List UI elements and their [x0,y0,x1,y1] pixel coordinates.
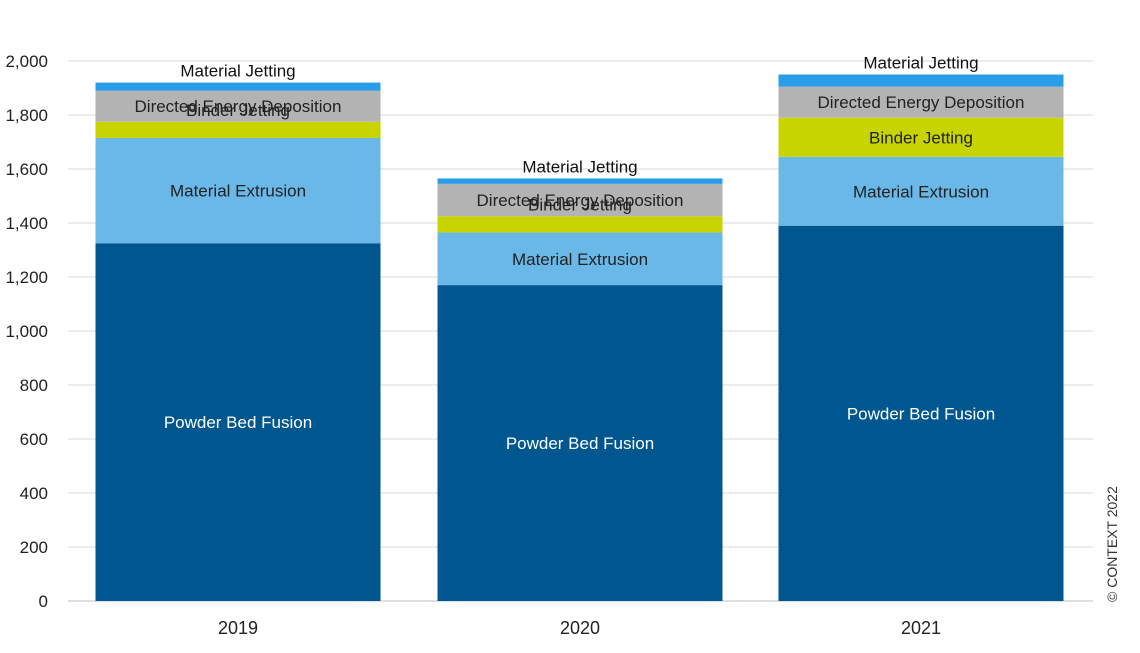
x-tick-label: 2021 [901,618,941,638]
bar-segment [95,121,381,138]
y-tick-label: 200 [20,538,48,557]
bar-segment [778,156,1064,226]
copyright-notice: © CONTEXT 2022 [1104,486,1120,602]
bar-segment [778,225,1064,601]
segment-label: Binder Jetting [869,128,973,147]
y-tick-label: 1,200 [5,268,48,287]
y-tick-label: 600 [20,430,48,449]
segment-label: Material Extrusion [170,182,306,201]
bar-segment [437,183,723,217]
y-tick-label: 800 [20,376,48,395]
x-tick-label: 2019 [218,618,258,638]
x-tick-label: 2020 [560,618,600,638]
segment-label: Binder Jetting [528,195,632,214]
y-tick-label: 1,000 [5,322,48,341]
bar-segment [437,285,723,601]
segment-label: Powder Bed Fusion [164,413,312,432]
segment-label: Material Jetting [863,54,978,73]
bar-segment [778,117,1064,157]
bar-segment [778,74,1064,87]
segment-label: Material Jetting [522,157,637,176]
y-tick-label: 1,600 [5,160,48,179]
segment-label: Binder Jetting [186,101,290,120]
y-tick-label: 2,000 [5,52,48,71]
y-axis-ticks: 0 200 400 600 800 1,000 1,200 1,400 1,600 1,800 2,… [5,52,48,611]
segment-label: Directed Energy Deposition [477,191,684,210]
bar-segment [778,86,1064,118]
bar-segment [95,82,381,91]
bar-segment [437,232,723,286]
bar-segment [95,243,381,601]
y-tick-label: 400 [20,484,48,503]
segment-label: Directed Energy Deposition [818,93,1025,112]
segment-label: Directed Energy Deposition [135,97,342,116]
segment-label: Material Extrusion [853,182,989,201]
segment-label: Powder Bed Fusion [506,434,654,453]
bars [95,74,1064,601]
segment-label: Material Extrusion [512,250,648,269]
segment-label: Material Jetting [180,62,295,81]
bar-segment [95,137,381,244]
y-tick-label: 1,800 [5,106,48,125]
bar-segment [437,216,723,233]
bar-segment [95,90,381,122]
y-tick-label: 1,400 [5,214,48,233]
bar-segment [437,178,723,184]
x-axis-ticks: 2019 2020 2021 [218,618,941,638]
segment-labels: Powder Bed Fusion Material Extrusion Binde… [135,54,1025,454]
segment-label: Powder Bed Fusion [847,404,995,423]
y-tick-label: 0 [39,592,48,611]
